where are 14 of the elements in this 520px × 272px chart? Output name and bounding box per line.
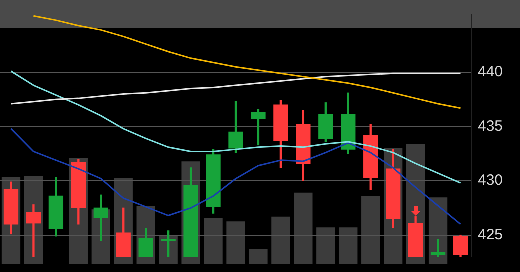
y-tick-label: 435: [478, 118, 504, 135]
bar: [339, 228, 358, 264]
bar: [272, 216, 290, 264]
bar: [294, 192, 313, 264]
y-tick-label: 425: [478, 226, 504, 244]
bar: [226, 222, 246, 264]
candlestick: [26, 204, 42, 257]
y-tick-label: 430: [478, 172, 504, 190]
y-tick-label: 440: [478, 64, 504, 81]
bar: [428, 198, 448, 264]
bar: [249, 249, 268, 264]
bar: [316, 228, 336, 264]
bar: [362, 196, 380, 264]
bar: [204, 218, 223, 264]
